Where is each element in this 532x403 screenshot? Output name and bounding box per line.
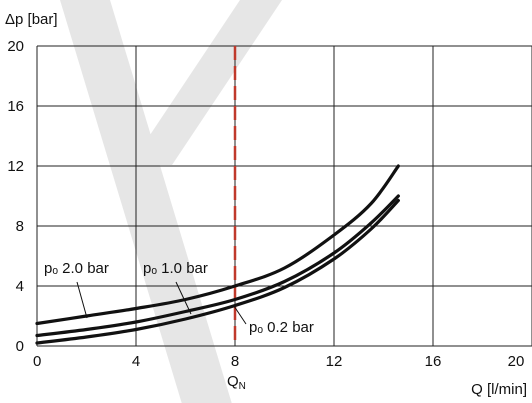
annotation-po-2-0: pₒ 2.0 bar [44, 260, 109, 277]
x-tick-label: 20 [508, 353, 525, 370]
x-tick-label: 12 [326, 353, 343, 370]
reference-line-label: QN [227, 373, 246, 392]
y-tick-label: 20 [7, 38, 24, 55]
annotation-po-0-2: pₒ 0.2 bar [249, 319, 314, 336]
series-group [35, 164, 400, 345]
y-tick-labels: 0 4 8 12 16 20 [7, 38, 24, 355]
y-tick-label: 4 [16, 278, 24, 295]
x-tick-label: 8 [231, 353, 239, 370]
y-tick-label: 12 [7, 158, 24, 175]
watermark-band [60, 0, 232, 403]
x-tick-labels: 0 4 8 12 16 20 [33, 353, 524, 370]
x-tick-label: 16 [425, 353, 442, 370]
series-line-2 [35, 198, 400, 345]
annotation-leader-2-0 [76, 281, 88, 319]
y-tick-label: 16 [7, 98, 24, 115]
x-axis-title: Q [l/min] [471, 381, 527, 398]
x-tick-label: 4 [132, 353, 140, 370]
watermark-stroke [60, 0, 282, 403]
watermark-band [130, 0, 282, 165]
annotation-leader-1-0 [175, 281, 192, 315]
y-axis-title: Δp [bar] [5, 11, 58, 28]
series-line-1 [35, 194, 400, 338]
x-tick-label: 0 [33, 353, 41, 370]
annotation-po-1-0: pₒ 1.0 bar [143, 260, 208, 277]
annotation-leader-0-2 [233, 305, 247, 325]
y-tick-label: 8 [16, 218, 24, 235]
y-tick-label: 0 [16, 338, 24, 355]
series-line-0 [35, 164, 400, 326]
